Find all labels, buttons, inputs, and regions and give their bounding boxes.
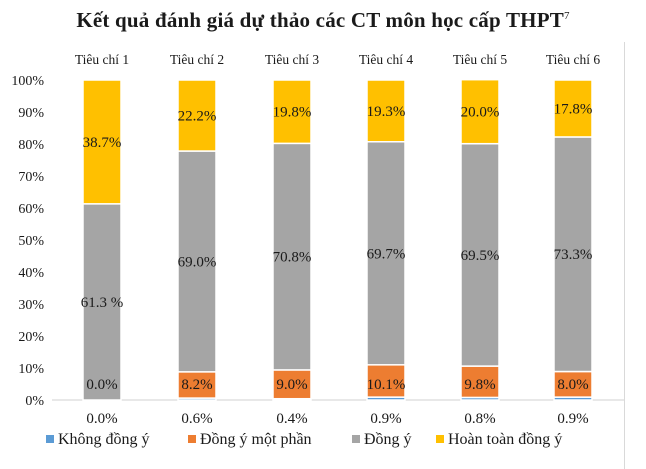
bar-segment xyxy=(366,364,406,398)
legend-swatch xyxy=(436,435,444,443)
data-label: 9.0% xyxy=(276,377,307,393)
y-tick-label: 100% xyxy=(11,74,44,89)
bar-segment xyxy=(460,78,500,145)
legend-swatch xyxy=(46,435,54,443)
data-label: 69.5% xyxy=(461,248,500,264)
data-label: 38.7% xyxy=(83,135,122,151)
y-tick-label: 10% xyxy=(18,362,44,377)
data-label: 70.8% xyxy=(273,250,312,266)
bar-segment xyxy=(460,365,500,399)
y-tick-label: 40% xyxy=(18,266,44,281)
data-label: 17.8% xyxy=(554,101,593,117)
data-label: 8.0% xyxy=(557,377,588,393)
legend-swatch xyxy=(352,435,360,443)
y-tick-label: 0% xyxy=(25,394,44,409)
data-label: 0.4% xyxy=(276,411,307,427)
data-label: 19.3% xyxy=(367,104,406,120)
legend-swatch xyxy=(188,435,196,443)
title-superscript: 7 xyxy=(563,10,570,22)
bar-segment xyxy=(553,370,593,398)
legend-label: Đồng ý xyxy=(364,431,412,448)
category-label: Tiêu chí 2 xyxy=(170,52,224,67)
chart-title: Kết quả đánh giá dự thảo các CT môn học … xyxy=(0,8,646,33)
bar-segment xyxy=(82,203,122,401)
y-tick-label: 50% xyxy=(18,234,44,249)
y-tick-label: 20% xyxy=(18,330,44,345)
y-tick-label: 80% xyxy=(18,138,44,153)
category-label: Tiêu chí 3 xyxy=(265,52,320,67)
category-label: Tiêu chí 1 xyxy=(75,52,129,67)
y-tick-label: 30% xyxy=(18,298,44,313)
data-label: 10.1% xyxy=(367,377,406,393)
legend-label: Không đồng ý xyxy=(58,431,150,448)
legend-label: Đồng ý một phần xyxy=(200,431,312,448)
bar-segment xyxy=(460,142,500,367)
y-tick-label: 70% xyxy=(18,170,44,185)
bar-segment xyxy=(553,136,593,373)
data-label: 0.9% xyxy=(557,411,588,427)
chart-title-text: Kết quả đánh giá dự thảo các CT môn học … xyxy=(76,8,564,32)
data-label: 61.3 % xyxy=(81,295,124,311)
category-label: Tiêu chí 4 xyxy=(359,52,414,67)
data-label: 0.6% xyxy=(181,411,212,427)
bar-segment xyxy=(177,79,217,152)
data-label: 19.8% xyxy=(273,105,312,121)
data-label: 8.2% xyxy=(181,377,212,393)
bar-segment xyxy=(272,79,312,145)
data-label: 0.8% xyxy=(464,411,495,427)
legend-label: Hoàn toàn đồng ý xyxy=(448,431,562,448)
y-tick-label: 90% xyxy=(18,106,44,121)
category-label: Tiêu chí 6 xyxy=(546,52,601,67)
bar-segment xyxy=(553,79,593,138)
y-tick-label: 60% xyxy=(18,202,44,217)
data-label: 0.9% xyxy=(370,411,401,427)
bar-segment xyxy=(366,79,406,143)
data-label: 69.7% xyxy=(367,246,406,262)
data-label: 20.0% xyxy=(461,105,500,121)
data-label: 69.0% xyxy=(178,254,217,270)
bar-segment xyxy=(82,79,122,205)
bar-segment xyxy=(366,141,406,366)
data-label: 9.8% xyxy=(464,377,495,393)
bar-segment xyxy=(177,150,217,373)
category-label: Tiêu chí 5 xyxy=(453,52,508,67)
data-label: 0.0% xyxy=(86,411,117,427)
data-label: 73.3% xyxy=(554,247,593,263)
bar-segment xyxy=(177,371,217,399)
data-label: 22.2% xyxy=(178,109,217,125)
data-label: 0.0% xyxy=(86,377,117,393)
plot-right-border xyxy=(624,42,625,469)
